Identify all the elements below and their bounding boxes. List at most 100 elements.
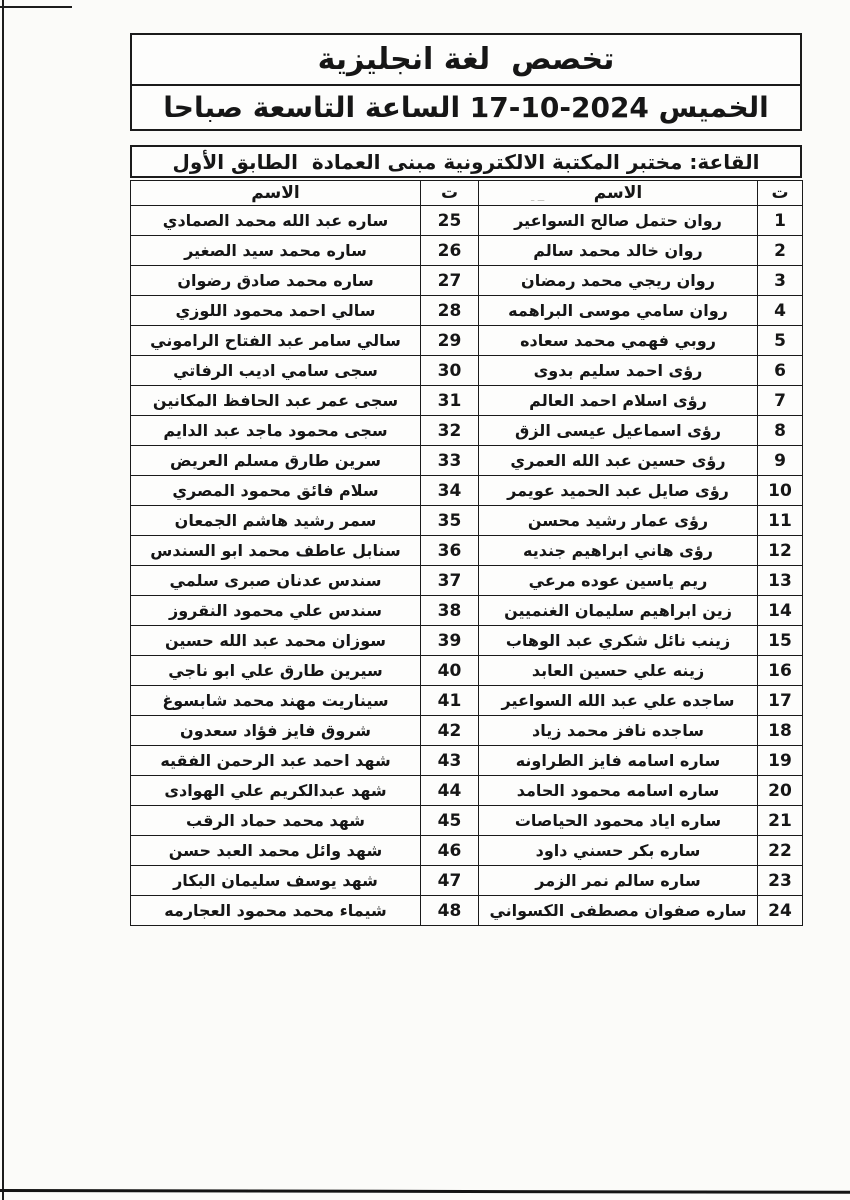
student-number-cell: 9 [757,445,803,476]
student-name-cell: رؤى هاني ابراهيم جنديه [478,535,758,566]
student-name-cell: زينه علي حسين العابد [478,655,758,686]
table-row: 23 ساره سالم نمر الزمر 47 شهد يوسف سليما… [130,865,803,896]
table-row: 9 رؤى حسين عبد الله العمري 33 سرين طارق … [130,445,803,476]
student-number-cell: 39 [420,625,479,656]
column-header-number-left: ت [420,180,479,206]
student-number-cell: 17 [757,685,803,716]
student-number-cell: 2 [757,235,803,266]
student-number-cell: 11 [757,505,803,536]
student-name-cell: ساره سالم نمر الزمر [478,865,758,896]
student-number-cell: 48 [420,895,479,926]
page-top-edge-fragment [0,6,72,8]
student-name-cell: رؤى حسين عبد الله العمري [478,445,758,476]
student-name-cell: سندس عدنان صبرى سلمي [130,565,421,596]
student-name-cell: ساجده علي عبد الله السواعير [478,685,758,716]
student-name-cell: سالي سامر عبد الفتاح الراموني [130,325,421,356]
student-name-cell: سندس علي محمود النقروز [130,595,421,626]
student-name-cell: شروق فايز فؤاد سعدون [130,715,421,746]
student-name-cell: شيماء محمد محمود العجارمه [130,895,421,926]
session-datetime: الخميس 2024-10-17 الساعة التاسعة صباحا [163,91,769,124]
table-row: 19 ساره اسامه فايز الطراونه 43 شهد احمد … [130,745,803,776]
student-name-cell: رؤى اسلام احمد العالم [478,385,758,416]
student-name-cell: سالي احمد محمود اللوزي [130,295,421,326]
table-row: 4 روان سامي موسى البراهمه 28 سالي احمد م… [130,295,803,326]
table-row: 1 روان حتمل صالح السواعير 25 ساره عبد ال… [130,205,803,236]
column-header-name-right: الاسم ــ ـ [478,180,758,206]
table-row: 22 ساره بكر حسني داود 46 شهد وائل محمد ا… [130,835,803,866]
student-number-cell: 21 [757,805,803,836]
student-name-cell: ساره محمد صادق رضوان [130,265,421,296]
student-number-cell: 44 [420,775,479,806]
student-number-cell: 12 [757,535,803,566]
students-table: ت الاسم ــ ـ ت الاسم 1 روان حتمل صالح ال… [130,180,803,926]
student-number-cell: 47 [420,865,479,896]
student-number-cell: 36 [420,535,479,566]
student-name-cell: ساره اسامه محمود الحامد [478,775,758,806]
table-row: 8 رؤى اسماعيل عيسى الزق 32 سجى محمود ماج… [130,415,803,446]
student-number-cell: 46 [420,835,479,866]
table-row: 11 رؤى عمار رشيد محسن 35 سمر رشيد هاشم ا… [130,505,803,536]
student-name-cell: سجى محمود ماجد عبد الدايم [130,415,421,446]
student-number-cell: 28 [420,295,479,326]
student-name-cell: ساره محمد سيد الصغير [130,235,421,266]
student-name-cell: سلام فائق محمود المصري [130,475,421,506]
student-number-cell: 35 [420,505,479,536]
student-number-cell: 23 [757,865,803,896]
table-row: 5 روبي فهمي محمد سعاده 29 سالي سامر عبد … [130,325,803,356]
student-number-cell: 15 [757,625,803,656]
student-number-cell: 4 [757,295,803,326]
student-number-cell: 13 [757,565,803,596]
student-name-cell: شهد وائل محمد العبد حسن [130,835,421,866]
student-name-cell: زينب نائل شكري عبد الوهاب [478,625,758,656]
header-box: تخصص لغة انجليزية الخميس 2024-10-17 السا… [130,33,802,131]
student-number-cell: 37 [420,565,479,596]
student-name-cell: رؤى احمد سليم بدوى [478,355,758,386]
student-number-cell: 27 [420,265,479,296]
table-row: 16 زينه علي حسين العابد 40 سيرين طارق عل… [130,655,803,686]
student-name-cell: روان ريجي محمد رمضان [478,265,758,296]
student-name-cell: ساره بكر حسني داود [478,835,758,866]
table-row: 18 ساجده نافز محمد زياد 42 شروق فايز فؤا… [130,715,803,746]
student-number-cell: 34 [420,475,479,506]
table-row: 20 ساره اسامه محمود الحامد 44 شهد عبدالك… [130,775,803,806]
student-name-cell: ساجده نافز محمد زياد [478,715,758,746]
student-name-cell: سمر رشيد هاشم الجمعان [130,505,421,536]
student-name-cell: روبي فهمي محمد سعاده [478,325,758,356]
student-number-cell: 14 [757,595,803,626]
table-row: 24 ساره صفوان مصطفى الكسواني 48 شيماء مح… [130,895,803,926]
student-name-cell: رؤى صايل عبد الحميد عويمر [478,475,758,506]
student-number-cell: 3 [757,265,803,296]
student-number-cell: 19 [757,745,803,776]
student-name-cell: زين ابراهيم سليمان الغنميين [478,595,758,626]
student-name-cell: رؤى اسماعيل عيسى الزق [478,415,758,446]
student-number-cell: 38 [420,595,479,626]
student-name-cell: شهد يوسف سليمان البكار [130,865,421,896]
student-number-cell: 26 [420,235,479,266]
student-name-cell: سرين طارق مسلم العريض [130,445,421,476]
student-number-cell: 20 [757,775,803,806]
student-number-cell: 6 [757,355,803,386]
student-number-cell: 18 [757,715,803,746]
student-number-cell: 30 [420,355,479,386]
table-row: 3 روان ريجي محمد رمضان 27 ساره محمد صادق… [130,265,803,296]
student-number-cell: 7 [757,385,803,416]
student-number-cell: 42 [420,715,479,746]
student-name-cell: سيرين طارق علي ابو ناجي [130,655,421,686]
table-row: 21 ساره اياد محمود الحياصات 45 شهد محمد … [130,805,803,836]
table-row: 10 رؤى صايل عبد الحميد عويمر 34 سلام فائ… [130,475,803,506]
student-number-cell: 16 [757,655,803,686]
student-number-cell: 29 [420,325,479,356]
student-name-cell: سجى عمر عبد الحافظ المكانين [130,385,421,416]
student-name-cell: روان حتمل صالح السواعير [478,205,758,236]
student-name-cell: روان سامي موسى البراهمه [478,295,758,326]
student-name-cell: روان خالد محمد سالم [478,235,758,266]
page-title: تخصص لغة انجليزية [132,35,800,86]
student-number-cell: 22 [757,835,803,866]
student-number-cell: 41 [420,685,479,716]
room-info: القاعة: مختبر المكتبة الالكترونية مبنى ا… [130,145,802,178]
student-number-cell: 10 [757,475,803,506]
student-name-cell: شهد محمد حماد الرقب [130,805,421,836]
table-row: 6 رؤى احمد سليم بدوى 30 سجى سامي اديب ال… [130,355,803,386]
student-name-cell: سجى سامي اديب الرفاتي [130,355,421,386]
